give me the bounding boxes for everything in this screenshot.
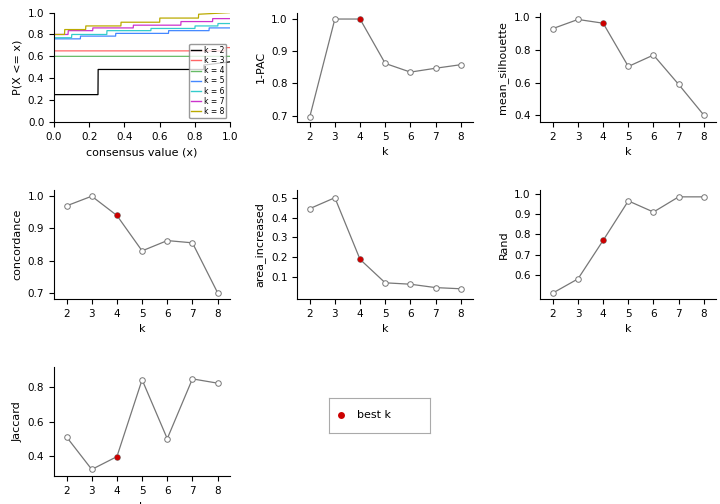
Y-axis label: Jaccard: Jaccard (12, 401, 22, 442)
Y-axis label: 1-PAC: 1-PAC (256, 51, 266, 83)
Y-axis label: Rand: Rand (498, 230, 508, 259)
Y-axis label: mean_silhouette: mean_silhouette (498, 21, 508, 114)
X-axis label: k: k (382, 325, 389, 334)
Y-axis label: P(X <= x): P(X <= x) (12, 40, 22, 95)
X-axis label: k: k (139, 325, 145, 334)
X-axis label: k: k (625, 147, 631, 157)
Y-axis label: concordance: concordance (12, 209, 22, 280)
Legend: k = 2, k = 3, k = 4, k = 5, k = 6, k = 7, k = 8: k = 2, k = 3, k = 4, k = 5, k = 6, k = 7… (189, 44, 226, 118)
X-axis label: k: k (139, 501, 145, 504)
X-axis label: consensus value (x): consensus value (x) (86, 147, 198, 157)
Text: best k: best k (357, 410, 391, 420)
X-axis label: k: k (625, 325, 631, 334)
X-axis label: k: k (382, 147, 389, 157)
Y-axis label: area_increased: area_increased (254, 202, 266, 287)
